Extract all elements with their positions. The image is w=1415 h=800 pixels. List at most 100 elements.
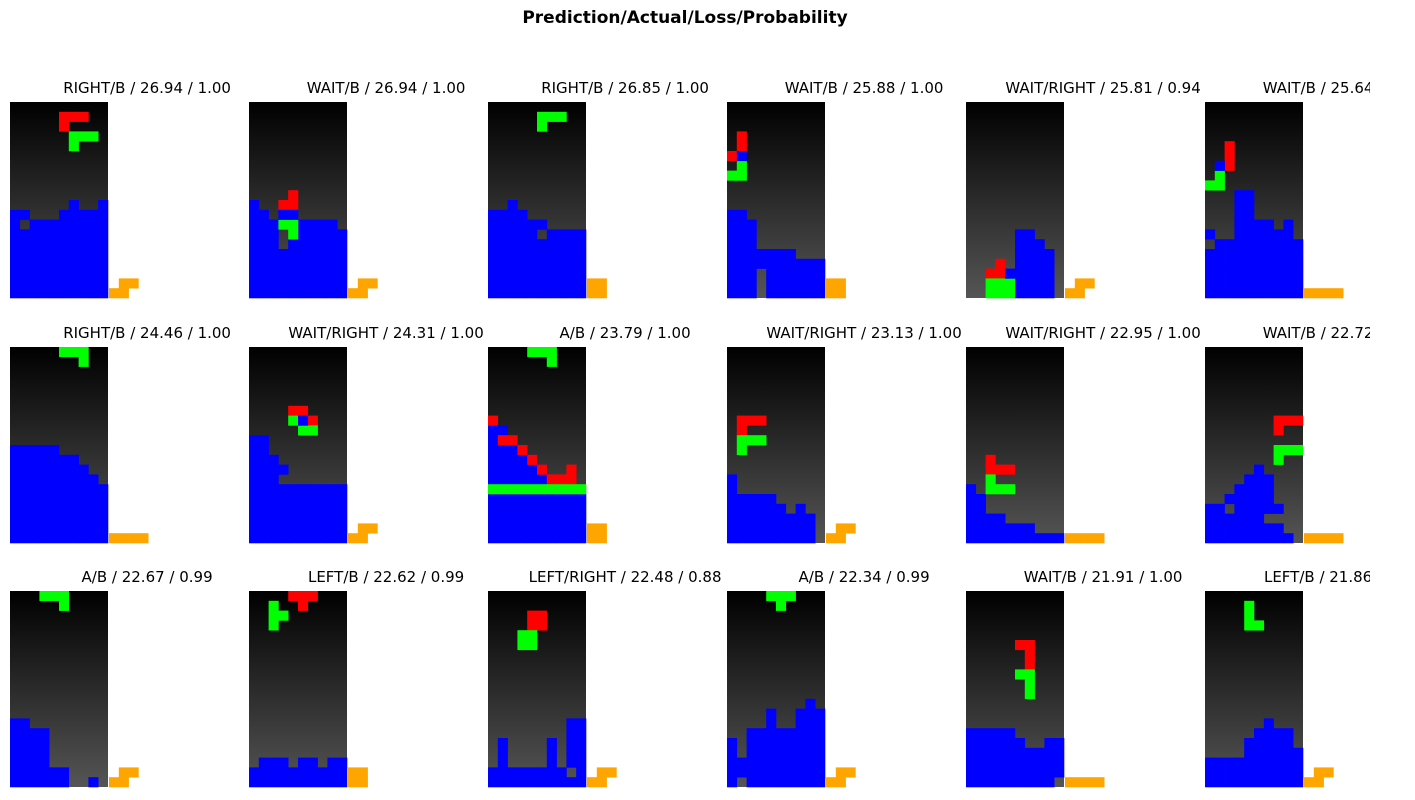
actual-cell [1293, 445, 1304, 456]
stack-cell [966, 513, 977, 524]
stack-cell [98, 288, 109, 299]
stack-cell [776, 503, 787, 514]
stack-cell [19, 513, 30, 524]
stack-cell [488, 464, 499, 475]
stack-cell [985, 757, 996, 768]
stack-cell [1263, 229, 1274, 240]
stack-cell [527, 229, 538, 240]
prediction-cell [985, 454, 996, 465]
stack-cell [507, 258, 518, 269]
stack-cell [746, 777, 757, 788]
stack-cell [1034, 533, 1045, 544]
prediction-cell [1005, 464, 1016, 475]
stack-cell [29, 494, 40, 505]
stack-cell [1263, 249, 1274, 260]
stack-cell [307, 777, 318, 788]
stack-cell [736, 494, 747, 505]
stack-cell [785, 513, 796, 524]
stack-cell [756, 757, 767, 768]
stack-cell [19, 445, 30, 456]
stack-cell [815, 708, 826, 719]
stack-cell [10, 268, 21, 279]
next-piece-cell [826, 278, 837, 289]
stack-cell [497, 209, 508, 220]
stack-cell [19, 777, 30, 788]
stack-cell [19, 523, 30, 534]
stack-cell [249, 533, 260, 544]
prediction-cell [1224, 160, 1235, 171]
stack-cell [98, 229, 109, 240]
next-piece-cell [826, 533, 837, 544]
stack-cell [527, 513, 538, 524]
stack-cell [317, 523, 328, 534]
stack-cell [1024, 777, 1035, 788]
stack-cell [1254, 268, 1265, 279]
stack-cell [507, 454, 518, 465]
actual-cell [985, 288, 996, 299]
stack-cell [59, 503, 70, 514]
stack-cell [746, 747, 757, 758]
actual-cell [527, 484, 538, 495]
actual-cell [1244, 610, 1255, 621]
prediction-cell [497, 435, 508, 446]
stack-cell [307, 757, 318, 768]
stack-cell [68, 268, 79, 279]
stack-cell [497, 278, 508, 289]
stack-cell [527, 239, 538, 250]
stack-cell [298, 249, 309, 260]
stack-cell [1015, 278, 1026, 289]
stack-cell [776, 268, 787, 279]
stack-cell [337, 278, 348, 289]
stack-cell [88, 229, 99, 240]
prediction-cell [1024, 640, 1035, 651]
stack-cell [1234, 288, 1245, 299]
panel: LEFT/B / 22.62 / 0.99 [249, 568, 464, 788]
stack-cell [785, 533, 796, 544]
next-piece-cell [357, 533, 368, 544]
stack-cell [766, 258, 777, 269]
stack-cell [288, 503, 299, 514]
next-piece-cell [587, 533, 598, 544]
stack-cell [68, 494, 79, 505]
stack-cell [805, 258, 816, 269]
stack-cell [59, 767, 70, 778]
stack-cell [746, 258, 757, 269]
stack-cell [517, 278, 528, 289]
stack-cell [1254, 239, 1265, 250]
actual-cell [59, 591, 70, 602]
stack-cell [1283, 738, 1294, 749]
stack-cell [1034, 747, 1045, 758]
stack-cell [88, 268, 99, 279]
stack-cell [1005, 738, 1016, 749]
stack-cell [1283, 268, 1294, 279]
stack-cell [39, 268, 50, 279]
stack-cell [546, 757, 557, 768]
stack-cell [10, 229, 21, 240]
next-piece-cell [1074, 777, 1085, 788]
stack-cell [49, 533, 60, 544]
stack-cell [766, 533, 777, 544]
stack-cell [517, 533, 528, 544]
prediction-cell [507, 435, 518, 446]
stack-cell [268, 229, 279, 240]
stack-cell [1224, 239, 1235, 250]
stack-cell [29, 523, 40, 534]
stack-cell [39, 454, 50, 465]
stack-cell [68, 209, 79, 220]
next-piece-cell [348, 777, 359, 788]
stack-cell [1273, 288, 1284, 299]
stack-cell [1254, 777, 1265, 788]
next-piece-cell [367, 523, 378, 534]
stack-cell [1224, 513, 1235, 524]
stack-cell [19, 484, 30, 495]
stack-cell [68, 523, 79, 534]
stack-cell [1044, 249, 1055, 260]
stack-cell [1024, 757, 1035, 768]
actual-cell [78, 131, 89, 142]
stack-cell [249, 484, 260, 495]
panel: WAIT/RIGHT / 23.13 / 1.00 [727, 324, 962, 544]
stack-cell [975, 503, 986, 514]
prediction-cell [488, 415, 499, 426]
prediction-cell [756, 415, 767, 426]
stack-cell [1293, 288, 1304, 299]
